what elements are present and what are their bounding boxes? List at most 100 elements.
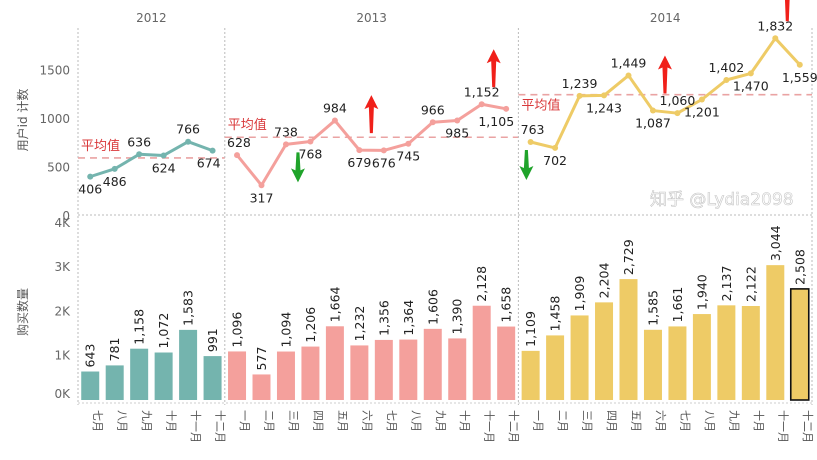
bar-y-tick: 1K [54,349,71,363]
x-tick-month: 九月 [140,410,153,432]
data-point [772,35,779,42]
bar-label: 1,232 [352,306,367,342]
x-tick-month: 七月 [385,410,398,432]
data-point [625,72,632,79]
bar [741,305,760,400]
bar [668,326,687,400]
data-point [209,147,216,154]
arrow-up-icon [657,55,672,94]
data-label: 1,087 [635,116,671,131]
bar-label: 2,128 [474,266,489,302]
bar-label: 2,137 [719,266,734,302]
data-point [674,110,681,117]
x-tick-month: 二月 [556,410,569,432]
data-point [698,96,705,103]
data-label: 985 [445,125,469,140]
data-label: 763 [521,122,545,137]
data-point [136,151,143,158]
x-tick-month: 四月 [605,410,618,432]
bar [643,329,662,400]
bar-label: 1,606 [425,289,440,325]
data-label: 1,105 [478,114,514,129]
arrow-down-icon [290,152,305,183]
x-tick-month: 八月 [703,410,716,432]
data-point [723,77,730,84]
x-tick-month: 九月 [434,410,447,432]
bar-label: 1,909 [572,276,587,312]
data-point [160,152,167,159]
bar [595,302,614,400]
x-tick-month: 十一月 [483,410,497,443]
data-point [527,138,534,145]
bar-label: 1,658 [499,287,514,323]
average-label: 平均值 [228,117,267,133]
bar [399,339,418,400]
bar-label: 781 [107,338,122,362]
bar-label: 1,585 [645,290,660,326]
data-label: 738 [274,124,298,139]
data-label: 766 [176,122,200,137]
series-line-2013 [235,102,507,187]
data-label: 624 [152,160,176,175]
line-y-axis-title: 用户id 计数 [15,89,30,152]
bar-label: 1,096 [230,312,245,348]
bar [252,374,271,400]
data-point [307,138,314,145]
x-tick-month: 十一月 [189,410,203,443]
x-tick-month: 八月 [116,410,129,432]
x-tick-month: 四月 [311,410,324,432]
bar [276,351,295,400]
bar [521,350,540,400]
bar-label: 1,940 [694,274,709,310]
x-tick-month: 十月 [458,410,472,432]
x-tick-month: 八月 [409,410,422,432]
data-point [356,147,363,154]
bar [228,351,247,400]
bar-label: 1,364 [401,300,416,336]
bar-y-tick: 0K [54,387,71,401]
x-tick-month: 十二月 [214,410,228,443]
x-tick-month: 五月 [336,410,349,432]
x-tick-month: 一月 [532,410,545,432]
data-point [405,140,412,147]
data-point [185,138,192,145]
data-point [234,152,241,159]
bar [570,315,589,400]
line-y-tick: 1000 [39,112,70,126]
data-label: 317 [250,190,274,205]
x-tick-month: 一月 [238,410,251,432]
bar [203,356,222,400]
data-point [576,92,583,99]
data-point [601,92,608,99]
data-label: 674 [197,156,221,171]
bar [374,339,393,400]
line-y-tick: 0 [62,209,70,223]
bar [105,365,124,400]
x-tick-month: 二月 [263,410,276,432]
data-point [380,147,387,154]
bar-label: 1,664 [327,286,342,322]
bar-label: 1,583 [181,290,196,326]
bar [472,305,491,400]
bar [130,348,149,400]
series-line-2012 [89,140,214,179]
data-label: 768 [299,147,323,162]
x-tick-month: 九月 [727,410,740,432]
bar-y-tick: 3K [54,260,71,274]
data-label: 966 [421,102,445,117]
bar-label: 1,094 [278,312,293,348]
bar-label: 1,356 [376,300,391,336]
data-point [649,107,656,114]
data-label: 679 [347,155,371,170]
bar-label: 991 [205,328,220,352]
data-label: 1,239 [562,76,598,91]
x-tick-month: 六月 [654,410,667,432]
bar [448,338,467,400]
bar-label: 1,158 [132,309,147,345]
bar-label: 3,044 [768,225,783,261]
bar-label: 2,204 [597,263,612,299]
bar-y-axis-title: 购买数量 [15,288,30,336]
data-label: 628 [227,135,251,150]
bar [81,371,100,400]
bar-label: 1,109 [523,311,538,347]
